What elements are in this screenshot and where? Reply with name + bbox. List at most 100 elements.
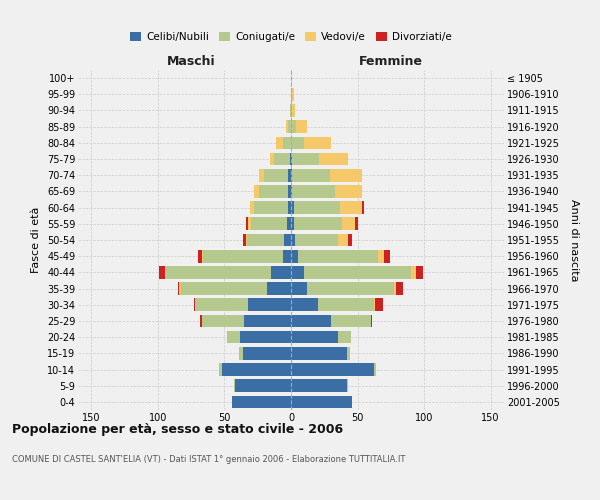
Bar [293,218,341,230]
Bar [274,152,290,166]
Bar [289,120,291,133]
Bar [291,250,298,262]
Bar [304,266,411,278]
Bar [292,185,335,198]
Bar [254,185,259,198]
Bar [235,380,291,392]
Bar [291,314,331,328]
Bar [265,169,289,181]
Bar [290,152,291,166]
Bar [292,152,319,166]
Bar [181,282,267,295]
Bar [292,169,329,181]
Bar [289,202,291,214]
Bar [202,314,244,328]
Bar [377,250,384,262]
Bar [296,120,307,133]
Bar [341,218,355,230]
Bar [246,234,247,246]
Bar [159,266,164,278]
Bar [283,250,291,262]
Bar [284,234,291,246]
Bar [243,234,246,246]
Bar [203,250,283,262]
Text: Popolazione per età, sesso e stato civile - 2006: Popolazione per età, sesso e stato civil… [12,422,343,436]
Bar [347,347,350,360]
Bar [291,136,304,149]
Bar [291,88,292,101]
Bar [246,218,248,230]
Bar [416,266,423,278]
Bar [355,218,358,230]
Bar [194,298,195,311]
Bar [222,363,291,376]
Bar [178,282,179,295]
Bar [291,347,347,360]
Bar [375,298,383,311]
Bar [195,298,248,311]
Bar [331,314,371,328]
Bar [164,266,271,278]
Bar [291,363,374,376]
Text: Maschi: Maschi [167,54,215,68]
Bar [202,250,203,262]
Bar [329,169,362,181]
Bar [259,169,265,181]
Bar [232,396,291,408]
Bar [270,152,274,166]
Bar [267,282,291,295]
Bar [259,185,289,198]
Bar [234,380,235,392]
Bar [374,363,376,376]
Bar [227,331,241,344]
Bar [293,202,340,214]
Text: Femmine: Femmine [359,54,423,68]
Bar [291,202,293,214]
Bar [287,218,291,230]
Text: COMUNE DI CASTEL SANT'ELIA (VT) - Dati ISTAT 1° gennaio 2006 - Elaborazione TUTT: COMUNE DI CASTEL SANT'ELIA (VT) - Dati I… [12,455,406,464]
Bar [291,120,296,133]
Bar [248,298,291,311]
Bar [292,88,293,101]
Bar [340,202,362,214]
Bar [411,266,416,278]
Bar [289,169,291,181]
Bar [291,396,352,408]
Bar [248,218,251,230]
Bar [291,169,292,181]
Bar [307,282,394,295]
Bar [286,120,289,133]
Bar [291,152,292,166]
Bar [283,136,291,149]
Bar [251,218,287,230]
Bar [347,380,348,392]
Bar [198,250,202,262]
Bar [179,282,181,295]
Y-axis label: Anni di nascita: Anni di nascita [569,198,579,281]
Bar [384,250,389,262]
Bar [292,104,295,117]
Bar [348,234,352,246]
Bar [200,314,202,328]
Bar [338,331,351,344]
Bar [295,234,338,246]
Bar [291,282,307,295]
Bar [394,282,396,295]
Bar [396,282,403,295]
Bar [239,347,243,360]
Y-axis label: Fasce di età: Fasce di età [31,207,41,273]
Bar [298,250,377,262]
Bar [338,234,348,246]
Bar [290,104,291,117]
Bar [254,202,289,214]
Bar [291,380,347,392]
Legend: Celibi/Nubili, Coniugati/e, Vedovi/e, Divorziati/e: Celibi/Nubili, Coniugati/e, Vedovi/e, Di… [126,28,456,46]
Bar [374,298,375,311]
Bar [219,363,222,376]
Bar [291,298,317,311]
Bar [289,185,291,198]
Bar [317,298,374,311]
Bar [291,234,295,246]
Bar [291,331,338,344]
Bar [291,266,304,278]
